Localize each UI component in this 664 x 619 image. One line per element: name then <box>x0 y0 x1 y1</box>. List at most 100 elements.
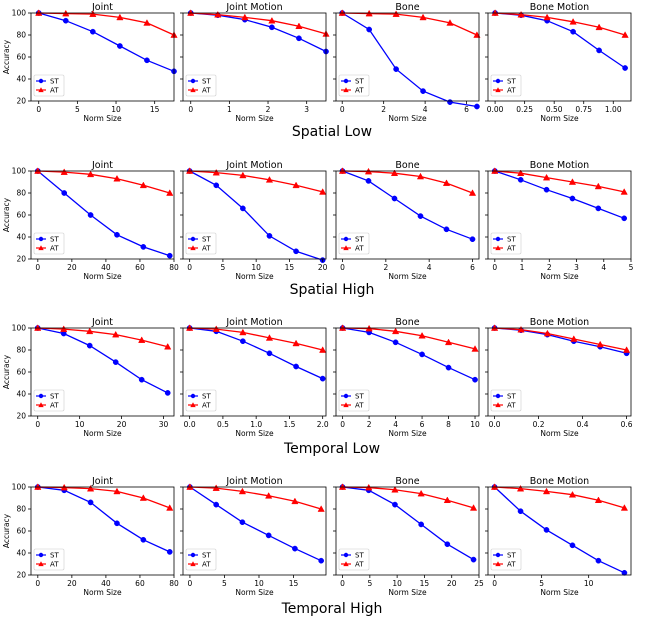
at-data-point <box>319 346 327 353</box>
st-data-point <box>419 351 425 358</box>
at-data-point <box>570 335 578 342</box>
x-tick-label: 20 <box>67 263 77 272</box>
y-tick-label: 100 <box>12 9 27 18</box>
x-tick-label: 30 <box>159 420 169 429</box>
panel-title: Joint <box>91 160 113 171</box>
at-data-point <box>391 486 399 493</box>
at-data-point <box>292 181 300 189</box>
st-series-line <box>342 486 474 561</box>
x-tick-label: 10 <box>392 579 402 588</box>
y-tick-label: 40 <box>16 233 26 242</box>
x-tick-label: 0 <box>340 579 345 588</box>
st-data-point <box>365 178 372 184</box>
legend-box <box>185 232 217 255</box>
legend-at-marker <box>38 402 44 408</box>
legend-st-marker <box>38 393 44 399</box>
y-tick-label: 80 <box>16 189 26 198</box>
y-tick-label: 100 <box>12 324 27 333</box>
legend-box <box>338 74 370 97</box>
st-series-line <box>37 327 169 394</box>
at-data-point <box>468 189 477 196</box>
at-data-point <box>569 18 577 25</box>
at-data-point <box>418 331 426 339</box>
st-series-line <box>342 170 473 240</box>
st-data-point <box>112 359 119 365</box>
at-series-line <box>190 12 327 35</box>
st-data-point <box>569 195 576 202</box>
legend-at-marker <box>343 245 349 251</box>
legend-box <box>490 74 522 97</box>
x-tick-label: 1 <box>227 105 232 114</box>
st-data-point <box>296 35 302 42</box>
x-tick-label: 3 <box>574 263 579 272</box>
st-data-point <box>166 549 173 555</box>
at-series-line <box>37 486 170 509</box>
x-tick-label: 4 <box>427 263 432 272</box>
st-data-point <box>569 542 576 549</box>
at-data-point <box>419 13 427 21</box>
legend-st-label: ST <box>50 393 59 401</box>
legend-st-label: ST <box>355 552 364 560</box>
panel-title: Joint Motion <box>225 476 282 487</box>
at-data-point <box>86 170 95 178</box>
st-data-point <box>570 28 576 35</box>
x-axis-label: Norm Size <box>540 588 579 597</box>
legend-st-label: ST <box>355 78 364 86</box>
st-series-line <box>342 327 476 381</box>
x-axis-label: Norm Size <box>235 429 274 438</box>
legend-box <box>185 74 217 97</box>
at-data-point <box>392 10 400 17</box>
legend-at-label: AT <box>507 245 516 253</box>
x-tick-label: 6 <box>470 263 475 272</box>
x-tick-label: 0 <box>35 263 40 272</box>
at-data-point <box>212 484 220 491</box>
legend-at-label: AT <box>355 245 364 253</box>
st-data-point <box>595 557 602 564</box>
at-data-point <box>594 496 603 504</box>
legend-st-label: ST <box>50 236 59 244</box>
st-data-point <box>269 24 275 31</box>
st-data-point <box>62 17 69 24</box>
x-tick-label: 5 <box>367 579 372 588</box>
at-data-point <box>542 173 551 181</box>
at-data-point <box>116 13 124 21</box>
x-axis-label: Norm Size <box>235 588 274 597</box>
st-series-line <box>341 12 478 108</box>
legend-st-marker <box>343 78 349 84</box>
legend-st-label: ST <box>507 236 516 244</box>
at-data-point <box>112 330 120 338</box>
at-data-point <box>469 504 478 511</box>
legend-at-marker <box>190 402 196 408</box>
at-data-point <box>113 487 121 495</box>
panel-title: Bone Motion <box>530 317 589 328</box>
y-tick-label: 80 <box>16 346 26 355</box>
at-series-line <box>189 486 322 510</box>
y-tick-label: 100 <box>12 167 27 176</box>
y-tick-label: 40 <box>16 390 26 399</box>
panel-title: Joint Motion <box>225 2 282 13</box>
at-series-line <box>342 170 473 194</box>
x-tick-label: 2 <box>383 263 388 272</box>
legend-at-label: AT <box>507 402 516 410</box>
legend-at-label: AT <box>50 561 59 569</box>
legend-at-label: AT <box>50 402 59 410</box>
x-tick-label: 40 <box>101 263 111 272</box>
x-tick-label: 25 <box>474 579 484 588</box>
panel-title: Joint <box>91 2 113 13</box>
legend-at-marker <box>38 87 44 93</box>
panel-title: Bone <box>395 2 419 13</box>
legend-st-label: ST <box>507 552 516 560</box>
at-data-point <box>517 10 525 18</box>
at-data-point <box>443 496 451 504</box>
legend-box <box>490 232 522 255</box>
at-series-line <box>37 170 170 194</box>
at-series-line <box>38 12 175 36</box>
x-tick-label: 10 <box>470 420 480 429</box>
legend-at-marker <box>343 402 349 408</box>
x-tick-label: 0.6 <box>621 420 633 429</box>
legend-st-marker <box>38 236 44 242</box>
x-tick-label: 10 <box>75 420 85 429</box>
x-tick-label: 0 <box>35 579 40 588</box>
panel-title: Bone Motion <box>530 160 589 171</box>
x-tick-label: 10 <box>251 263 261 272</box>
